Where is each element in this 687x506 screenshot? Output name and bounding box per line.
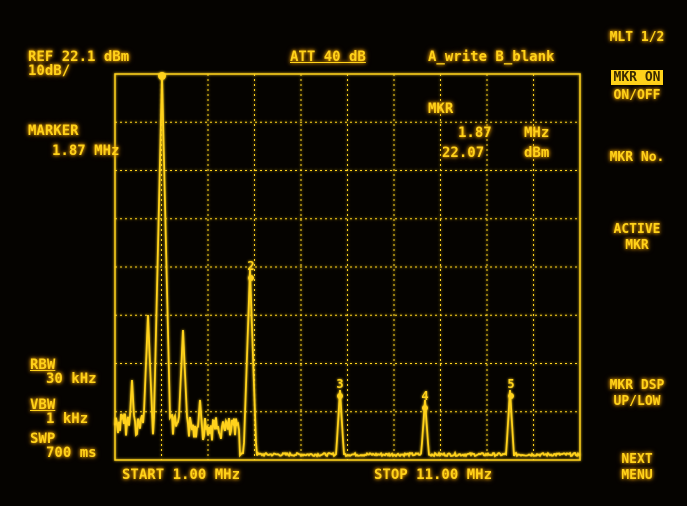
mkr-readout-level-unit: dBm bbox=[524, 145, 550, 161]
mkr-readout-freq-unit: MHz bbox=[524, 125, 550, 141]
softkey-on-off[interactable]: ON/OFF bbox=[613, 88, 661, 103]
softkey-next-menu-line1[interactable]: NEXT bbox=[621, 452, 653, 467]
softkey-up-low[interactable]: UP/LOW bbox=[613, 394, 661, 409]
softkey-mkr-on[interactable]: MKR ON bbox=[587, 70, 687, 85]
marker-label: MARKER bbox=[28, 123, 79, 139]
mkr-readout-level: 22.07 bbox=[442, 145, 485, 161]
scale-per-div: 10dB/ bbox=[28, 63, 71, 79]
mkr-readout-freq: 1.87 bbox=[458, 125, 492, 141]
vbw-label: VBW bbox=[30, 397, 56, 413]
rbw-label: RBW bbox=[30, 357, 56, 373]
mkr-readout-label: MKR bbox=[428, 101, 454, 117]
marker-value: 1.87 MHz bbox=[52, 143, 120, 159]
trace-mode: A_write B_blank bbox=[428, 49, 555, 65]
trace-line bbox=[114, 75, 581, 458]
marker-4-label: 4 bbox=[421, 389, 428, 403]
stop-freq: STOP 11.00 MHz bbox=[374, 467, 493, 483]
marker-4-dot bbox=[422, 405, 428, 411]
marker-2-dot bbox=[248, 275, 254, 281]
attenuation: ATT 40 dB bbox=[290, 49, 366, 65]
marker-3-label: 3 bbox=[336, 377, 343, 391]
swp-label: SWP bbox=[30, 431, 56, 447]
marker-1-dot bbox=[158, 72, 166, 80]
start-freq: START 1.00 MHz bbox=[122, 467, 241, 483]
softkey-next-menu-line2[interactable]: MENU bbox=[621, 468, 653, 483]
ref-level: REF 22.1 dBm bbox=[28, 49, 130, 65]
swp-value: 700 ms bbox=[46, 445, 97, 461]
softkey-active-mkr-line2[interactable]: MKR bbox=[625, 238, 649, 253]
marker-3-dot bbox=[337, 393, 343, 399]
marker-2-label: 2 bbox=[247, 259, 254, 273]
spectrum-trace bbox=[114, 75, 581, 458]
mkr-on-highlight: MKR ON bbox=[610, 70, 664, 85]
softkey-mkr-no[interactable]: MKR No. bbox=[609, 150, 665, 165]
softkey-title: MLT 1/2 bbox=[609, 30, 665, 45]
marker-5-label: 5 bbox=[507, 377, 514, 391]
marker-set: 2 3 4 5 bbox=[158, 72, 515, 411]
softkey-mkr-dsp[interactable]: MKR DSP bbox=[609, 378, 665, 393]
softkey-active-mkr-line1[interactable]: ACTIVE bbox=[613, 222, 661, 237]
vbw-value: 1 kHz bbox=[46, 411, 89, 427]
rbw-value: 30 kHz bbox=[46, 371, 97, 387]
marker-5-dot bbox=[508, 393, 514, 399]
